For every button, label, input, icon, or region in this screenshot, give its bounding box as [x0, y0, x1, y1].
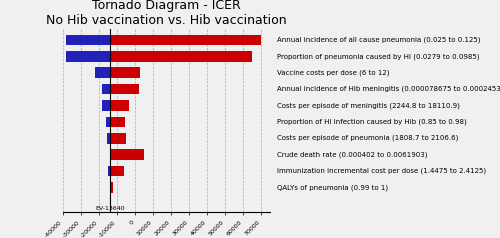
Bar — [102, 84, 110, 94]
Bar — [110, 84, 139, 94]
Text: EV-13640: EV-13640 — [95, 206, 125, 211]
Bar — [106, 133, 110, 144]
Text: Annual incidence of Hib meningitis (0.000078675 to 0.000245375): Annual incidence of Hib meningitis (0.00… — [277, 86, 500, 92]
Text: Proportion of Hi infection caused by Hib (0.85 to 0.98): Proportion of Hi infection caused by Hib… — [277, 119, 467, 125]
Bar — [95, 67, 110, 78]
Bar — [108, 166, 110, 176]
Title: Tornado Diagram - ICER
No Hib vaccination vs. Hib vaccination: Tornado Diagram - ICER No Hib vaccinatio… — [46, 0, 286, 27]
Text: Vaccine costs per dose (6 to 12): Vaccine costs per dose (6 to 12) — [277, 69, 390, 76]
Text: Immunization incremental cost per dose (1.4475 to 2.4125): Immunization incremental cost per dose (… — [277, 168, 486, 174]
Bar — [106, 117, 110, 127]
Bar — [66, 35, 110, 45]
Bar — [66, 51, 110, 62]
Bar — [102, 100, 110, 111]
Text: Proportion of pneumonia caused by Hi (0.0279 to 0.0985): Proportion of pneumonia caused by Hi (0.… — [277, 53, 480, 60]
Text: Annual incidence of all cause pneumonia (0.025 to 0.125): Annual incidence of all cause pneumonia … — [277, 37, 480, 43]
Bar — [110, 35, 261, 45]
Bar — [110, 117, 124, 127]
Bar — [110, 133, 126, 144]
Text: QALYs of pneumonia (0.99 to 1): QALYs of pneumonia (0.99 to 1) — [277, 184, 388, 191]
Bar — [110, 51, 252, 62]
Text: Costs per episode of meningitis (2244.8 to 18110.9): Costs per episode of meningitis (2244.8 … — [277, 102, 460, 109]
Bar — [110, 67, 140, 78]
Bar — [110, 100, 129, 111]
Bar — [110, 182, 113, 193]
Bar — [110, 166, 124, 176]
Text: Crude death rate (0.000402 to 0.0061903): Crude death rate (0.000402 to 0.0061903) — [277, 151, 428, 158]
Bar — [110, 149, 144, 160]
Text: Costs per episode of pneumonia (1808.7 to 2106.6): Costs per episode of pneumonia (1808.7 t… — [277, 135, 458, 141]
